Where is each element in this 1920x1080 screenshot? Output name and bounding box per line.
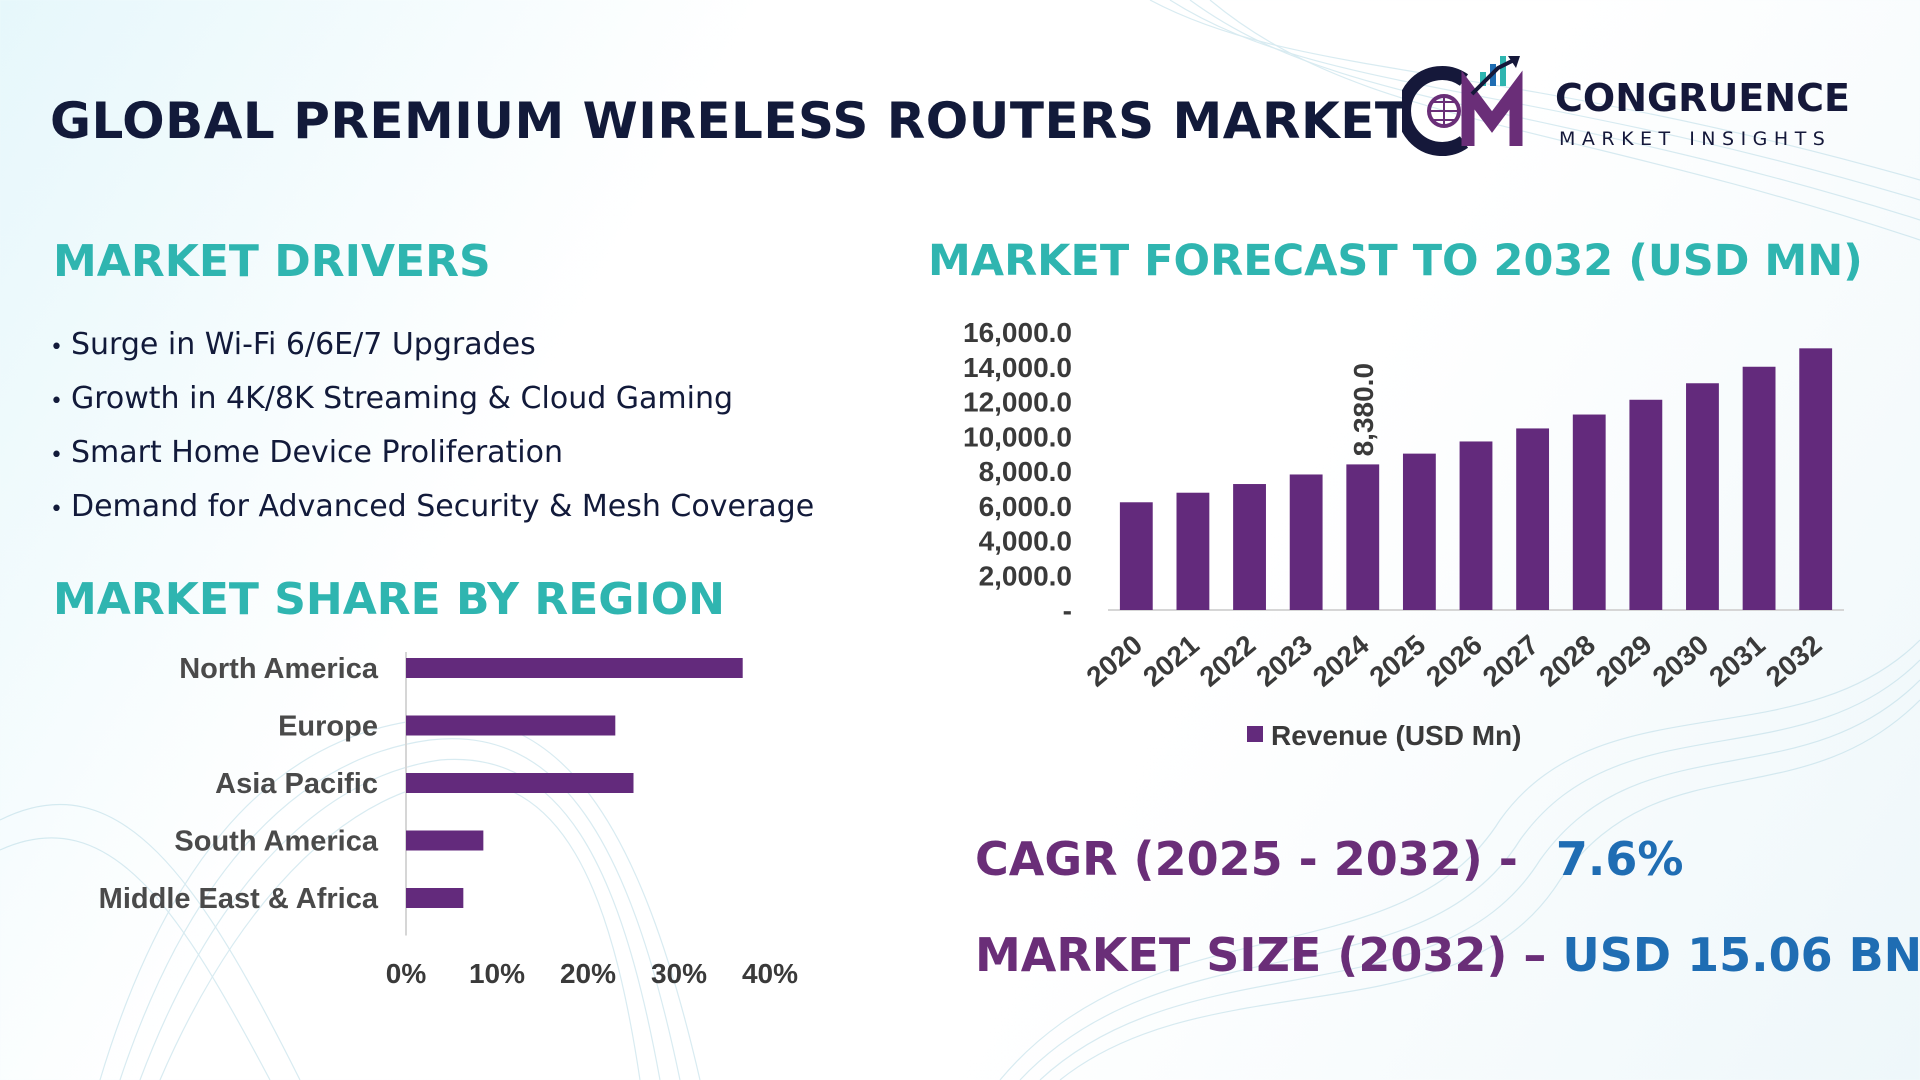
forecast-bar-2029: [1629, 399, 1663, 610]
forecast-bar-2027: [1516, 428, 1550, 610]
region-bar: [406, 773, 634, 793]
cagr-stat: CAGR (2025 - 2032) - 7.6%: [975, 832, 1683, 886]
x-tick-label: 0%: [386, 958, 427, 989]
bullet-icon: •: [50, 443, 63, 468]
cagr-label: CAGR (2025 - 2032) -: [975, 832, 1518, 886]
driver-item: • Demand for Advanced Security & Mesh Cov…: [50, 489, 815, 524]
x-tick-label: 2025: [1364, 629, 1432, 693]
y-tick-label: 10,000.0: [963, 421, 1072, 452]
x-tick-label: 2029: [1590, 629, 1658, 693]
bullet-icon: •: [50, 335, 63, 360]
x-tick-label: 2022: [1194, 629, 1262, 693]
driver-item: • Smart Home Device Proliferation: [50, 435, 563, 470]
driver-item: • Surge in Wi-Fi 6/6E/7 Upgrades: [50, 327, 536, 362]
region-label: Asia Pacific: [215, 768, 378, 800]
y-tick-label: 4,000.0: [979, 526, 1072, 557]
logo-tagline: MARKET INSIGHTS: [1559, 128, 1832, 150]
y-tick-label: 8,000.0: [979, 456, 1072, 487]
y-tick-label: 16,000.0: [963, 317, 1072, 348]
x-tick-label: 2031: [1703, 629, 1771, 693]
forecast-bar-2024: [1346, 464, 1380, 610]
x-tick-label: 2028: [1533, 629, 1601, 693]
forecast-bar-2021: [1176, 492, 1210, 610]
forecast-bar-2030: [1686, 383, 1719, 610]
forecast-heading: MARKET FORECAST TO 2032 (USD MN): [928, 236, 1863, 286]
region-bar: [406, 888, 464, 908]
y-tick-label: 14,000.0: [963, 352, 1072, 383]
congruence-logo: CONGRUENCE MARKET INSIGHTS: [1402, 50, 1872, 160]
x-tick-label: 2024: [1307, 629, 1375, 693]
y-tick-label: 6,000.0: [979, 491, 1072, 522]
x-tick-label: 2032: [1760, 629, 1828, 693]
y-tick-label: -: [1063, 595, 1072, 626]
region-share-heading: MARKET SHARE BY REGION: [53, 574, 725, 625]
legend-swatch: [1247, 726, 1263, 742]
market-size-value: USD 15.06 BN: [1562, 928, 1920, 982]
forecast-bar-2026: [1459, 441, 1493, 610]
forecast-bar-2031: [1742, 366, 1776, 610]
region-bar: [406, 658, 743, 678]
y-tick-label: 2,000.0: [979, 560, 1072, 591]
x-tick-label: 2027: [1477, 629, 1545, 693]
market-drivers-list: • Surge in Wi-Fi 6/6E/7 Upgrades • Growth …: [50, 322, 814, 538]
region-label: North America: [179, 653, 379, 685]
region-bar: [406, 830, 484, 851]
bullet-icon: •: [50, 497, 63, 522]
x-tick-label: 40%: [742, 958, 798, 989]
region-label: Europe: [278, 711, 378, 743]
forecast-bar-2032: [1799, 348, 1833, 610]
region-label: South America: [174, 826, 378, 858]
x-tick-label: 30%: [651, 958, 707, 989]
region-label: Middle East & Africa: [99, 883, 379, 915]
logo-name: CONGRUENCE: [1555, 76, 1850, 120]
forecast-bar-2020: [1119, 502, 1153, 610]
cagr-value: 7.6%: [1555, 832, 1684, 886]
logo-mark-icon: [1402, 56, 1523, 156]
market-size-stat: MARKET SIZE (2032) – USD 15.06 BN: [975, 928, 1920, 982]
forecast-bar-2028: [1572, 414, 1606, 610]
forecast-bar-2025: [1402, 453, 1436, 610]
driver-item: • Growth in 4K/8K Streaming & Cloud Gamin…: [50, 381, 734, 416]
x-tick-label: 2023: [1250, 629, 1318, 693]
y-tick-label: 12,000.0: [963, 387, 1072, 418]
market-size-label: MARKET SIZE (2032) –: [975, 928, 1547, 982]
x-tick-label: 2021: [1137, 629, 1205, 693]
x-tick-label: 2026: [1420, 629, 1488, 693]
x-tick-label: 10%: [469, 958, 525, 989]
region-bar: [406, 715, 616, 736]
data-label: 8,380.0: [1348, 363, 1379, 456]
forecast-bar-2022: [1233, 484, 1266, 610]
x-tick-label: 20%: [560, 958, 616, 989]
forecast-bar-2023: [1289, 474, 1323, 610]
page-title: GLOBAL PREMIUM WIRELESS ROUTERS MARKET: [50, 92, 1410, 150]
bullet-icon: •: [50, 389, 63, 414]
x-tick-label: 2030: [1647, 629, 1715, 693]
market-drivers-heading: MARKET DRIVERS: [53, 236, 491, 287]
legend-label: Revenue (USD Mn): [1271, 720, 1521, 751]
x-tick-label: 2020: [1081, 629, 1149, 693]
